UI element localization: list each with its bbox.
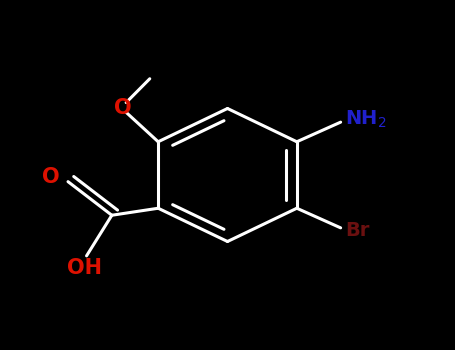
Text: O: O (42, 167, 60, 188)
Text: Br: Br (345, 221, 369, 240)
Text: O: O (114, 98, 131, 118)
Text: OH: OH (67, 258, 102, 279)
Text: NH$_2$: NH$_2$ (345, 109, 386, 130)
